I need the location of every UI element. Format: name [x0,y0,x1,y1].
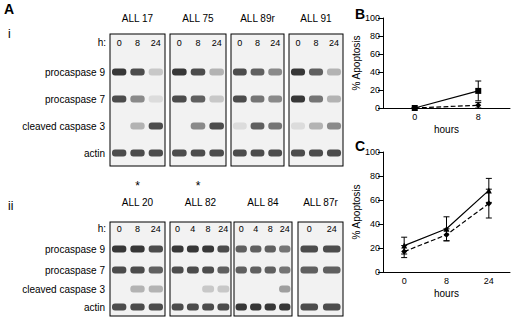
svg-text:0: 0 [375,267,380,277]
svg-text:24: 24 [270,38,280,48]
svg-text:100: 100 [365,13,380,23]
svg-text:40: 40 [370,67,380,77]
svg-text:0: 0 [375,103,380,113]
svg-text:60: 60 [370,195,380,205]
svg-text:20: 20 [370,85,380,95]
svg-text:0: 0 [295,38,300,48]
svg-text:0: 0 [412,112,417,122]
svg-text:100: 100 [365,147,380,157]
svg-text:cleaved caspase 3: cleaved caspase 3 [22,121,105,132]
svg-text:8: 8 [444,276,449,286]
svg-text:ALL 75: ALL 75 [182,13,214,24]
svg-text:40: 40 [370,219,380,229]
svg-text:8: 8 [268,224,273,234]
svg-text:24: 24 [151,224,161,234]
svg-text:0: 0 [175,224,180,234]
svg-text:ALL 87r: ALL 87r [303,197,338,208]
svg-text:0: 0 [117,38,122,48]
svg-text:0: 0 [239,224,244,234]
svg-text:80: 80 [370,171,380,181]
svg-text:% Apoptosis: % Apoptosis [351,184,362,239]
svg-text:ALL 20: ALL 20 [122,197,154,208]
svg-text:8: 8 [135,224,140,234]
svg-text:8: 8 [195,38,200,48]
svg-text:actin: actin [84,302,105,313]
svg-text:8: 8 [313,38,318,48]
svg-text:24: 24 [218,224,228,234]
svg-text:8: 8 [255,38,260,48]
svg-text:0: 0 [307,224,312,234]
svg-text:0: 0 [177,38,182,48]
svg-text:C: C [355,138,365,154]
svg-text:% Apoptosis: % Apoptosis [351,35,362,90]
svg-text:procaspase 7: procaspase 7 [45,94,105,105]
svg-text:h:: h: [98,37,106,48]
svg-text:ii: ii [8,199,13,213]
svg-text:A: A [4,1,14,17]
svg-text:procaspase 7: procaspase 7 [45,265,105,276]
svg-text:B: B [355,6,365,22]
svg-text:ALL 17: ALL 17 [122,13,154,24]
svg-text:8: 8 [476,112,481,122]
svg-text:ALL 84: ALL 84 [247,197,279,208]
svg-text:hours: hours [434,288,459,299]
svg-text:actin: actin [84,148,105,159]
svg-text:*: * [135,179,140,193]
svg-text:8: 8 [135,38,140,48]
svg-text:24: 24 [212,38,222,48]
svg-text:0: 0 [402,276,407,286]
svg-text:24: 24 [280,224,290,234]
svg-text:0: 0 [237,38,242,48]
svg-text:*: * [196,179,201,193]
svg-text:24: 24 [329,38,339,48]
svg-text:24: 24 [327,224,337,234]
svg-text:60: 60 [370,49,380,59]
svg-text:cleaved caspase 3: cleaved caspase 3 [22,284,105,295]
svg-text:24: 24 [484,276,494,286]
svg-text:procaspase 9: procaspase 9 [45,67,105,78]
svg-text:i: i [8,27,11,41]
svg-text:procaspase 9: procaspase 9 [45,244,105,255]
svg-text:ALL 89r: ALL 89r [240,13,275,24]
svg-text:0: 0 [117,224,122,234]
svg-text:24: 24 [151,38,161,48]
svg-text:ALL 91: ALL 91 [300,13,332,24]
svg-text:80: 80 [370,31,380,41]
svg-text:hours: hours [434,124,459,135]
svg-text:4: 4 [190,224,195,234]
svg-text:h:: h: [98,223,106,234]
svg-text:ALL 82: ALL 82 [185,197,217,208]
svg-text:8: 8 [206,224,211,234]
svg-text:20: 20 [370,243,380,253]
svg-text:4: 4 [253,224,258,234]
